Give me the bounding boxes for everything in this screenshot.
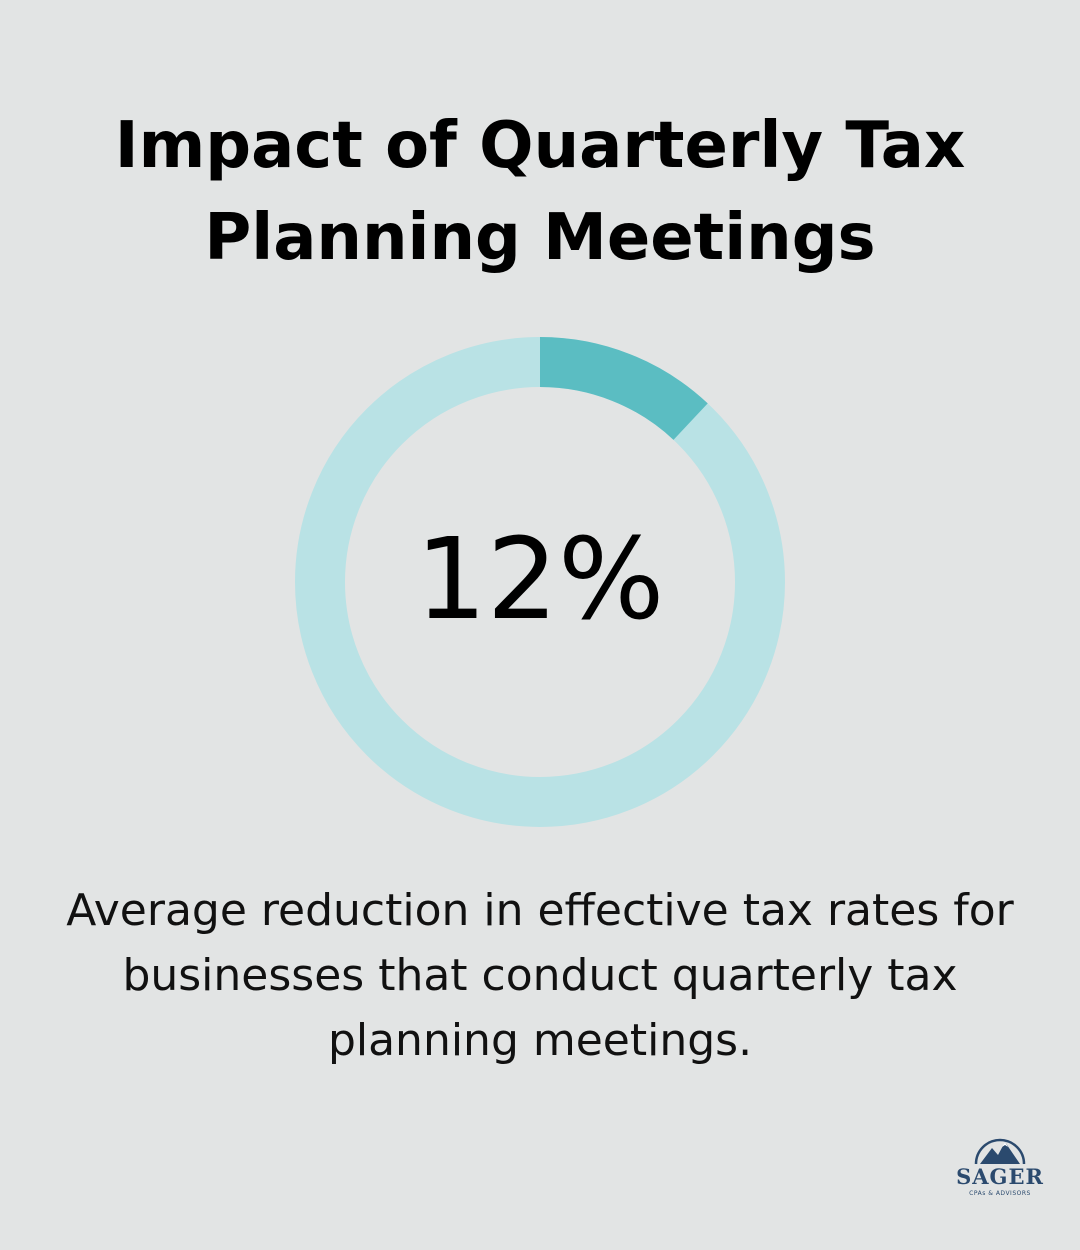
logo-name: SAGER bbox=[956, 1164, 1044, 1189]
description-line-3: planning meetings. bbox=[327, 1015, 753, 1066]
chart-description: Average reduction in effective tax rates… bbox=[40, 878, 1040, 1073]
logo-tagline: CPAs & ADVISORS bbox=[969, 1190, 1031, 1197]
sager-logo: SAGER CPAs & ADVISORS bbox=[950, 1130, 1050, 1210]
donut-center-value: 12% bbox=[415, 515, 665, 645]
mountain-logo-icon bbox=[974, 1138, 1026, 1165]
donut-chart bbox=[295, 337, 785, 827]
donut-value-slice bbox=[539, 337, 708, 441]
chart-title-line-1: Impact of Quarterly Tax bbox=[114, 109, 966, 183]
description-line-2: businesses that conduct quarterly tax bbox=[122, 950, 958, 1001]
chart-title: Impact of Quarterly Tax Planning Meeting… bbox=[0, 100, 1080, 284]
chart-title-line-2: Planning Meetings bbox=[204, 201, 876, 275]
description-line-1: Average reduction in effective tax rates… bbox=[66, 885, 1014, 936]
